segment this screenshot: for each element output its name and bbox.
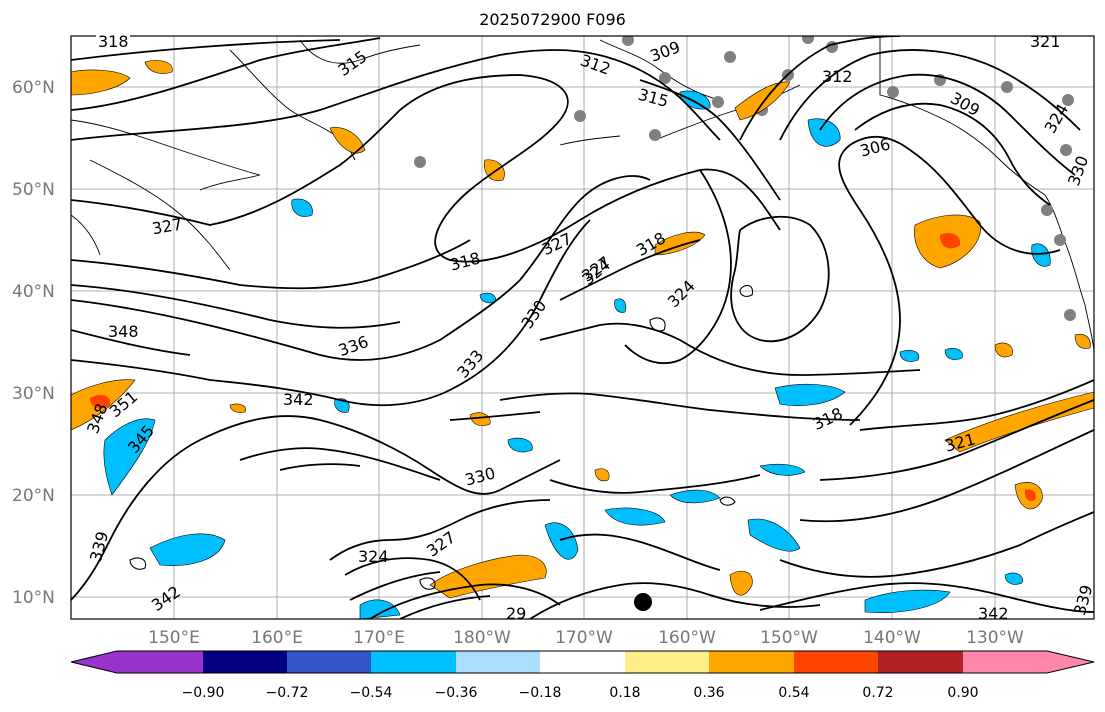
contour-348: 348 [108,322,139,341]
colorbar-max-extension [1047,651,1094,673]
contour-321-a: 321 [1030,32,1061,51]
lat-label-40n: 40°N [12,282,55,302]
strong-positive-anomaly-areas [90,233,1036,501]
colorbar-segment [456,651,540,673]
colorbar-tick-label: −0.54 [350,685,393,701]
contour-342-c: 342 [978,604,1009,623]
lon-label-160e: 160°E [251,628,303,648]
coastlines [71,36,1094,351]
lon-label-150w: 150°W [760,628,818,648]
colorbar-segment [709,651,794,673]
latitude-labels: 60°N 50°N 40°N 30°N 20°N 10°N [12,78,55,608]
lat-label-50n: 50°N [12,180,55,200]
map-area [71,36,1094,619]
colorbar-segment [963,651,1047,673]
map-frame [70,35,1095,620]
colorbar-segment [878,651,963,673]
lat-label-60n: 60°N [12,78,55,98]
contour-318-a: 318 [98,32,129,51]
contour-329-partial: 29 [506,604,526,623]
colorbar-tick-label: −0.72 [266,685,309,701]
lat-label-20n: 20°N [12,486,55,506]
colorbar-tick-label: 0.90 [947,685,978,701]
lon-label-170e: 170°E [353,628,405,648]
colorbar-min-extension [71,651,117,673]
colorbar-segment [625,651,709,673]
lon-label-140w: 140°W [863,628,921,648]
contour-342-a: 342 [283,390,314,409]
lon-label-170w: 170°W [555,628,613,648]
colorbar-tick-label: 0.18 [609,685,640,701]
colorbar-segment [287,651,371,673]
colorbar-segment [203,651,287,673]
colorbar-tick-label: −0.90 [182,685,225,701]
colorbar-segment [371,651,456,673]
lon-label-150e: 150°E [148,628,200,648]
colorbar-segment [794,651,878,673]
lon-label-160w: 160°W [658,628,716,648]
minor-contours [129,284,754,590]
colorbar-tick-label: 0.72 [862,685,893,701]
center-marker [634,593,652,611]
lon-label-180w: 180°W [453,628,511,648]
colorbar: −0.90 −0.72 −0.54 −0.36 −0.18 0.18 0.36 … [70,650,1095,701]
lat-label-10n: 10°N [12,588,55,608]
contour-lines [71,36,1094,619]
colorbar-tick-label: 0.54 [778,685,809,701]
contour-324-d: 324 [358,547,389,566]
colorbar-outline [70,650,1095,674]
colorbar-tick-label: 0.36 [693,685,724,701]
negative-anomaly-areas [103,90,1051,619]
colorbar-tick-label: −0.18 [519,685,562,701]
lat-label-30n: 30°N [12,384,55,404]
longitude-labels: 150°E 160°E 170°E 180°W 170°W 160°W 150°… [148,628,1024,648]
contour-312-b: 312 [822,67,853,86]
colorbar-tick-label: −0.36 [435,685,478,701]
map-title: 2025072900 F096 [479,10,626,29]
colorbar-segment [540,651,625,673]
colorbar-segment [117,651,203,673]
lon-label-130w: 130°W [966,628,1024,648]
